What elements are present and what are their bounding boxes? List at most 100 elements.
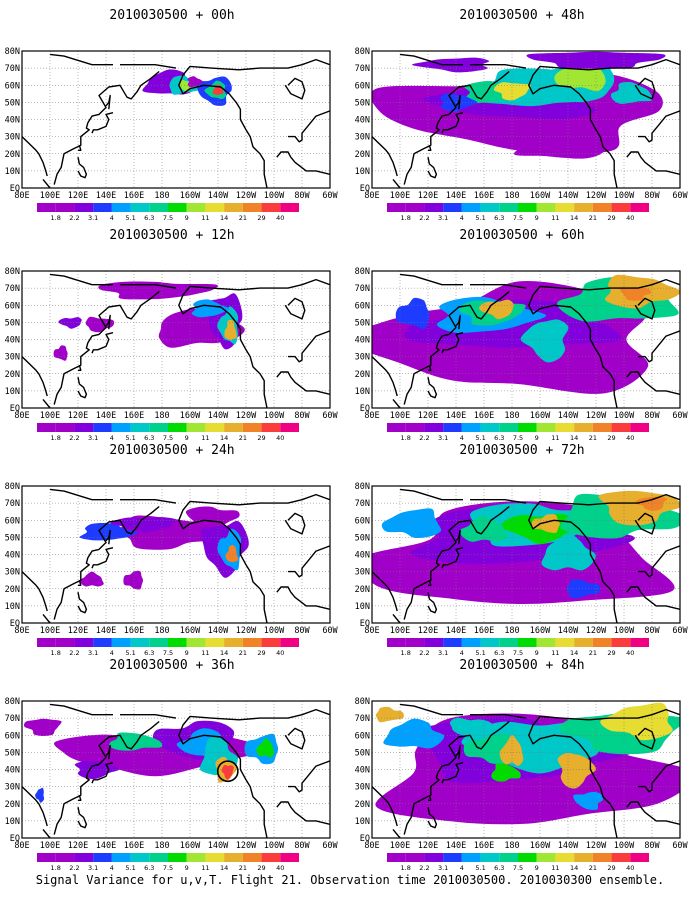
- lat-tick-label: 50N: [5, 748, 20, 758]
- lon-tick-label: 120E: [418, 626, 438, 636]
- lon-tick-label: 120E: [68, 191, 88, 201]
- coastline: [441, 762, 464, 784]
- colorbar-swatch: [461, 423, 481, 432]
- colorbar-label: 40: [626, 649, 634, 657]
- lon-tick-label: 140E: [446, 411, 466, 421]
- colorbar-label: 29: [257, 214, 265, 222]
- colorbar-label: 1.8: [51, 864, 61, 872]
- colorbar-swatch: [518, 423, 537, 432]
- coastline: [78, 145, 82, 152]
- panel-00h: 2010030500 + 00h 80N 70N 60N 50N 40N 30N 20N 10…: [2, 8, 342, 223]
- lat-tick-label: EQ: [360, 619, 370, 629]
- coastline: [470, 284, 527, 289]
- coastline: [470, 499, 527, 504]
- panel-title: 2010030500 + 24h: [109, 443, 235, 458]
- lon-tick-label: 80E: [14, 191, 29, 201]
- lon-tick-label: 80E: [364, 841, 379, 851]
- colorbar-swatch: [387, 423, 406, 432]
- lon-tick-label: 100E: [390, 626, 410, 636]
- map-frame: [371, 270, 681, 409]
- coastlines: [22, 273, 330, 408]
- colorbar-swatch: [499, 203, 518, 212]
- colorbar-label: 40: [276, 214, 284, 222]
- lat-tick-label: 70N: [5, 64, 20, 74]
- colorbar-swatch: [387, 638, 406, 647]
- lon-tick-label: 160E: [124, 411, 144, 421]
- coastline: [372, 571, 398, 612]
- lat-tick-label: 80N: [5, 697, 20, 707]
- colorbar-label: 29: [607, 649, 615, 657]
- colorbar-swatch: [443, 638, 462, 647]
- colorbar-label: 3.1: [438, 434, 448, 442]
- lat-tick-label: EQ: [360, 834, 370, 844]
- lat-lon-grid: [22, 701, 330, 838]
- lat-tick-label: 20N: [355, 585, 370, 595]
- colorbar-label: 9: [185, 649, 189, 657]
- coastline: [427, 377, 438, 399]
- variance-contour: [24, 718, 62, 736]
- lon-tick-label: 100W: [614, 841, 635, 851]
- coastline: [528, 493, 680, 623]
- lat-lon-grid: [372, 486, 680, 623]
- colorbar-swatch: [55, 203, 75, 212]
- coastline: [22, 571, 48, 612]
- lon-tick-label: 60W: [672, 841, 688, 851]
- lon-tick-label: 160E: [474, 411, 494, 421]
- lon-tick-label: 60W: [672, 626, 688, 636]
- coastline: [105, 529, 111, 545]
- coastline: [42, 178, 52, 188]
- coastline: [49, 703, 113, 716]
- lat-tick-label: 20N: [355, 370, 370, 380]
- colorbar-label: 2.2: [419, 434, 429, 442]
- colorbar-swatch: [130, 853, 150, 862]
- coastline: [284, 77, 306, 100]
- colorbar-label: 40: [276, 864, 284, 872]
- variance-contour: [58, 317, 82, 329]
- colorbar-label: 5.1: [475, 434, 485, 442]
- coastline: [22, 136, 48, 177]
- colorbar-swatch: [55, 638, 75, 647]
- colorbar-label: 4: [110, 864, 114, 872]
- lon-tick-label: 120E: [418, 411, 438, 421]
- colorbar-label: 29: [607, 434, 615, 442]
- colorbar-swatch: [555, 638, 575, 647]
- colorbar-swatch: [555, 203, 575, 212]
- colorbar-label: 21: [239, 864, 247, 872]
- coastline: [288, 110, 330, 143]
- coastline: [120, 284, 177, 289]
- coastline: [528, 708, 680, 838]
- colorbar-swatch: [224, 638, 243, 647]
- coastline: [288, 330, 330, 363]
- lon-tick-label: 140W: [558, 626, 579, 636]
- lon-tick-label: 60W: [322, 411, 338, 421]
- coastline: [276, 586, 330, 610]
- coastlines: [22, 703, 330, 838]
- colorbar-swatch: [261, 853, 281, 862]
- coastline: [49, 488, 113, 501]
- lat-tick-label: 50N: [5, 533, 20, 543]
- coastline: [399, 53, 463, 66]
- lon-tick-label: 160W: [530, 411, 551, 421]
- lat-tick-label: 80N: [355, 697, 370, 707]
- lon-tick-label: 100E: [40, 841, 60, 851]
- lon-tick-label: 160W: [530, 626, 551, 636]
- variance-contour: [85, 316, 115, 333]
- colorbar-label: 4: [460, 864, 464, 872]
- coastline: [49, 273, 113, 286]
- colorbar-label: 4: [460, 434, 464, 442]
- coastline: [634, 297, 656, 320]
- colorbar-swatch: [55, 853, 75, 862]
- colorbar-label: 29: [257, 649, 265, 657]
- colorbar-label: 7.5: [513, 214, 523, 222]
- coastline: [455, 94, 461, 110]
- variance-contour: [187, 76, 203, 88]
- colorbar-label: 21: [239, 434, 247, 442]
- colorbar-swatch: [611, 423, 631, 432]
- colorbar-label: 21: [239, 649, 247, 657]
- lat-tick-label: 10N: [355, 387, 370, 397]
- panel-title: 2010030500 + 36h: [109, 658, 235, 673]
- lon-tick-label: 160E: [474, 191, 494, 201]
- colorbar-swatch: [536, 638, 556, 647]
